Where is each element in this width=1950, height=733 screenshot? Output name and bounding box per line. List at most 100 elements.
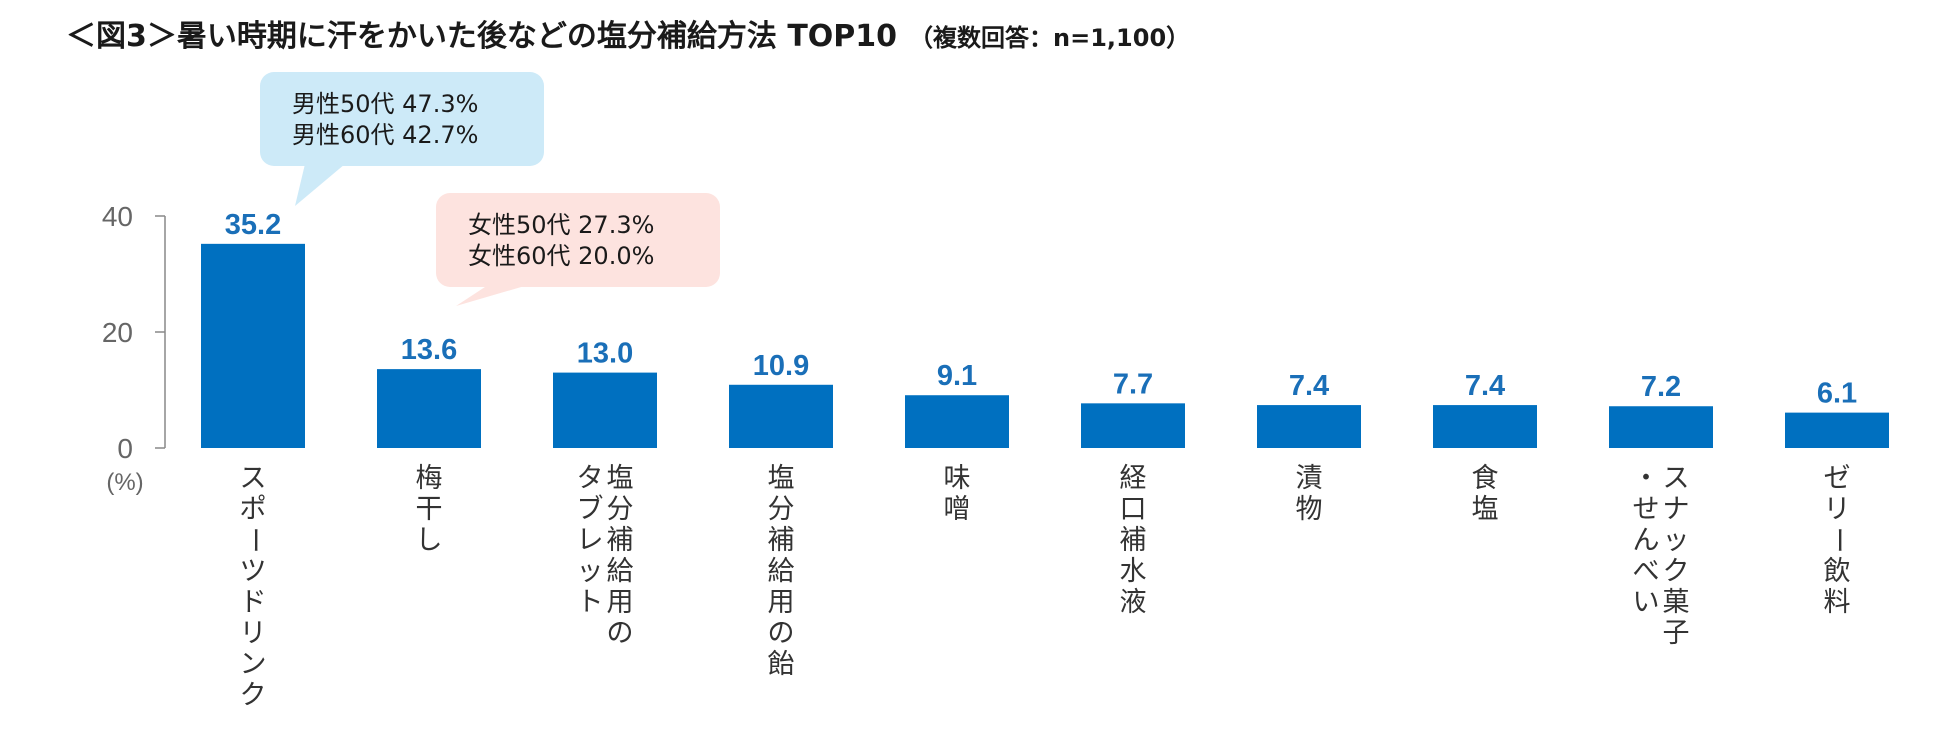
callout-female-line-1: 女性50代 27.3%: [468, 211, 654, 239]
value-label-1: 35.2: [225, 209, 281, 241]
category-char: ト: [577, 587, 604, 618]
category-char: 水: [1120, 556, 1147, 587]
value-label-10: 6.1: [1817, 378, 1857, 410]
category-char: 梅: [416, 463, 443, 494]
value-label-5: 9.1: [937, 360, 977, 392]
category-char: べ: [1633, 556, 1660, 587]
value-label-2: 13.6: [401, 334, 457, 366]
category-char: ン: [240, 649, 267, 680]
category-char: の: [607, 618, 634, 649]
category-char: 補: [607, 525, 634, 556]
value-label-4: 10.9: [753, 350, 809, 382]
category-char: 味: [944, 463, 971, 494]
category-char: 給: [768, 556, 795, 587]
category-char: レ: [577, 525, 604, 556]
category-char: ー: [1823, 527, 1854, 554]
category-char: の: [768, 618, 795, 649]
category-label-7: 漬物: [1296, 463, 1323, 525]
category-char: タ: [577, 463, 604, 494]
bar-8: [1433, 405, 1537, 448]
category-char: 用: [768, 587, 795, 618]
callout-female-line-2: 女性60代 20.0%: [468, 242, 654, 270]
category-char: し: [416, 525, 443, 556]
category-char: 干: [416, 494, 443, 525]
category-char: 塩: [768, 463, 795, 494]
category-label-2: 梅干し: [416, 463, 443, 556]
category-char: 経: [1120, 463, 1147, 494]
y-tick-label-20: 20: [102, 317, 133, 348]
category-char: 物: [1296, 494, 1323, 525]
value-label-3: 13.0: [577, 338, 633, 370]
category-char: ・: [1633, 463, 1660, 494]
category-char: 料: [1824, 587, 1851, 618]
category-char: ク: [1663, 556, 1690, 587]
category-char: 食: [1472, 463, 1499, 494]
callout-male-box: [260, 72, 544, 166]
bar-5: [905, 395, 1009, 448]
category-char: 塩: [1472, 494, 1499, 525]
y-tick-label-40: 40: [102, 201, 133, 232]
value-label-8: 7.4: [1465, 370, 1505, 402]
y-tick-label-0: 0: [117, 433, 133, 464]
category-char: ブ: [577, 494, 604, 525]
callout-male: 男性50代 47.3% 男性60代 42.7%: [260, 72, 544, 206]
category-char: 子: [1663, 618, 1690, 649]
category-char: ゼ: [1824, 463, 1851, 494]
bar-2: [377, 369, 481, 448]
category-char: 分: [607, 494, 634, 525]
callout-male-pointer: [295, 164, 345, 206]
value-label-7: 7.4: [1289, 370, 1329, 402]
category-char: せ: [1633, 494, 1660, 525]
category-char: 飲: [1824, 556, 1851, 587]
category-char: ナ: [1663, 494, 1690, 525]
category-char: 補: [768, 525, 795, 556]
category-char: ス: [240, 463, 267, 494]
y-unit-label: (%): [106, 469, 143, 496]
category-char: 補: [1120, 525, 1147, 556]
category-char: ッ: [1663, 525, 1690, 556]
bar-7: [1257, 405, 1361, 448]
category-char: 口: [1120, 494, 1147, 525]
category-char: ッ: [577, 556, 604, 587]
category-char: 漬: [1296, 463, 1323, 494]
chart-title-sub: （複数回答：n=1,100）: [909, 24, 1190, 52]
y-axis: 40 20 0 (%): [102, 201, 166, 496]
category-char: 給: [607, 556, 634, 587]
chart-title-main: ＜図3＞暑い時期に汗をかいた後などの塩分補給方法 TOP10: [66, 19, 897, 54]
bar-6: [1081, 403, 1185, 448]
value-label-9: 7.2: [1641, 371, 1681, 403]
callout-female: 女性50代 27.3% 女性60代 20.0%: [436, 193, 720, 306]
chart-title: ＜図3＞暑い時期に汗をかいた後などの塩分補給方法 TOP10 （複数回答：n=1,…: [66, 19, 1190, 54]
category-char: 飴: [768, 649, 795, 680]
category-char: ツ: [240, 556, 267, 587]
category-char: 菓: [1663, 587, 1690, 618]
category-char: ポ: [240, 494, 267, 525]
category-char: 液: [1120, 587, 1147, 618]
bars-group: 35.2スポーツドリンク13.6梅干し13.0塩分補給用のタブレット10.9塩分…: [201, 209, 1889, 711]
category-char: 用: [607, 587, 634, 618]
category-char: い: [1633, 587, 1660, 618]
category-char: 塩: [607, 463, 634, 494]
callout-female-box: [436, 193, 720, 287]
callout-male-line-2: 男性60代 42.7%: [292, 121, 478, 149]
category-char: 分: [768, 494, 795, 525]
category-char: ー: [239, 527, 270, 554]
bar-4: [729, 384, 833, 448]
bar-3: [553, 372, 657, 448]
category-char: リ: [1824, 494, 1851, 525]
bar-1: [201, 243, 305, 448]
value-label-6: 7.7: [1113, 368, 1153, 400]
category-char: ス: [1663, 463, 1690, 494]
category-label-5: 味噌: [944, 463, 971, 525]
category-char: 噌: [944, 494, 971, 525]
category-char: リ: [240, 618, 267, 649]
category-char: ド: [240, 587, 267, 618]
bar-10: [1785, 412, 1889, 448]
category-char: ク: [240, 680, 267, 711]
